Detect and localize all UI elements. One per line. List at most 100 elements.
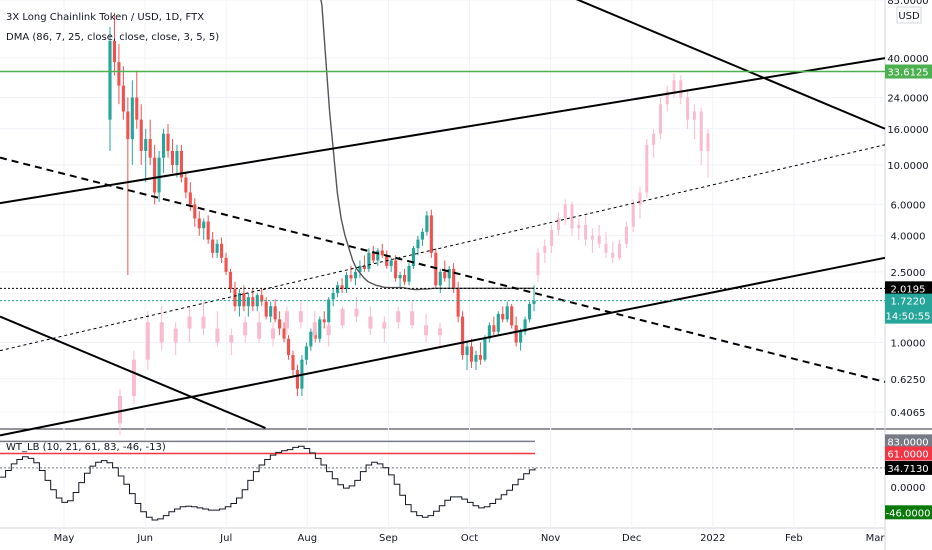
ghost-candle-body	[631, 204, 635, 227]
ghost-candle-body	[577, 224, 581, 229]
candle-body	[349, 275, 353, 279]
ghost-candle-body	[584, 224, 588, 240]
time-tick-label: Sep	[379, 533, 398, 544]
candle-body	[371, 252, 375, 261]
candle-body	[157, 157, 161, 193]
oscillator	[0, 445, 536, 521]
candle-body	[161, 133, 166, 158]
ghost-candle-body	[597, 235, 601, 244]
time-tick-label: Jul	[219, 533, 232, 544]
candle-body	[211, 239, 215, 253]
candle-body	[496, 313, 500, 332]
price-badge-label: 1.7220	[891, 297, 926, 308]
time-tick-label: Nov	[541, 533, 561, 544]
oscillator-badge-label: 83.0000	[887, 437, 928, 448]
candle-body	[318, 319, 322, 339]
candle-body	[519, 331, 523, 343]
candle-body	[282, 328, 286, 339]
price-tick-label: 4.0000	[891, 232, 926, 243]
candle-body	[126, 111, 130, 140]
candle-body	[260, 295, 264, 302]
ghost-candle-body	[536, 252, 540, 276]
candle-body	[130, 97, 134, 140]
oscillator-label: WT_LB (10, 21, 61, 83, -46, -13)	[6, 442, 166, 453]
ghost-candle-body	[658, 104, 662, 134]
currency-label: USD	[898, 11, 920, 22]
time-tick-label: Mar	[866, 533, 886, 544]
currency-badge[interactable]	[896, 6, 922, 24]
trendlines	[0, 0, 886, 437]
price-tick-label: 24.0000	[887, 93, 928, 104]
oscillator-badge-label: 61.0000	[887, 449, 928, 460]
ghost-candle-body	[368, 316, 373, 329]
trendline	[0, 144, 886, 352]
candle-body	[380, 250, 384, 256]
candle-body	[291, 355, 295, 371]
ghost-candle-body	[563, 204, 567, 219]
oscillator-badge	[885, 505, 932, 520]
ghost-candle-body	[706, 133, 710, 151]
ghost-candle-body	[382, 322, 387, 329]
candle-body	[304, 346, 308, 360]
ghost-candle-body	[438, 328, 442, 336]
price-badge-label: 33.6125	[887, 68, 928, 79]
trendline	[0, 315, 266, 429]
ghost-candle-body	[312, 322, 317, 336]
candle-body	[327, 299, 331, 323]
ghost-candle-body	[550, 230, 554, 246]
candle-body	[331, 293, 335, 300]
price-tick-label: 6.0000	[891, 200, 926, 211]
candle-body	[443, 271, 447, 279]
candle-body	[117, 62, 121, 86]
candle-body	[322, 319, 326, 323]
ghost-candle-body	[618, 243, 622, 258]
ghost-candle-body	[201, 316, 206, 329]
candle-body	[527, 303, 532, 320]
ghost-candle-body	[131, 359, 136, 396]
candle-body	[153, 157, 157, 193]
time-tick-label: May	[54, 533, 75, 544]
candle-body	[398, 275, 402, 279]
candle-body	[501, 313, 505, 320]
candle-body	[344, 275, 349, 290]
ghost-candle-body	[410, 311, 415, 326]
ghost-candle-body	[604, 243, 608, 253]
trendline	[0, 156, 886, 383]
ghost-candle-body	[543, 245, 547, 253]
candle-body	[492, 325, 496, 332]
candle-body	[184, 177, 188, 193]
candle-body	[514, 325, 518, 343]
time-tick-label: Oct	[461, 533, 478, 544]
ghost-candle-body	[284, 311, 289, 329]
candle-body	[313, 331, 317, 339]
price-badge	[885, 281, 932, 296]
candle-body	[362, 265, 366, 269]
candle-body	[224, 257, 228, 272]
candle-body	[206, 221, 210, 240]
candle-body	[233, 289, 237, 307]
candle-body	[394, 260, 398, 279]
ghost-candle-body	[645, 144, 649, 193]
candle-body	[246, 297, 250, 307]
candle-body	[461, 316, 465, 356]
candle-body	[139, 119, 143, 151]
ghost-candle-body	[145, 322, 150, 360]
price-badge	[885, 293, 932, 324]
candle-body	[112, 40, 117, 63]
candle-body	[340, 285, 344, 290]
ghost-candle-body	[570, 204, 574, 229]
ghost-candle-body	[298, 311, 303, 323]
candle-body	[452, 268, 456, 290]
oscillator-badge	[885, 446, 932, 461]
candle-body	[220, 243, 224, 258]
candle-body	[264, 301, 268, 317]
time-tick-label: Dec	[622, 533, 641, 544]
sub-grid	[0, 440, 885, 469]
trendline	[575, 0, 886, 130]
ghost-candle-body	[326, 325, 331, 336]
candle-body	[166, 133, 170, 151]
indicator-label: DMA (86, 7, 25, close, close, close, 3, …	[6, 32, 219, 43]
candle-body	[389, 260, 393, 266]
